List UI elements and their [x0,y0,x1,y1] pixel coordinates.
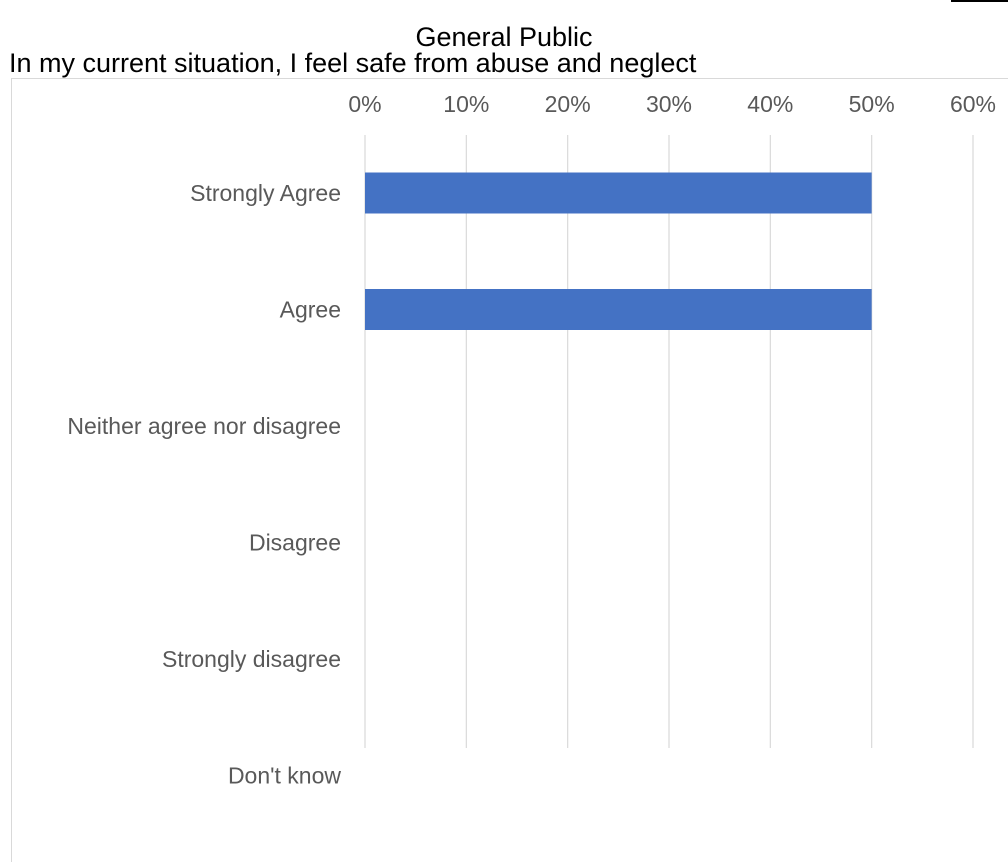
category-label: Don't know [228,763,341,789]
gridlines [364,135,974,748]
x-tick-label: 0% [348,91,381,117]
x-tick-label: 30% [646,91,692,117]
x-tick-label: 60% [950,91,996,117]
x-tick-label: 40% [747,91,793,117]
category-label: Neither agree nor disagree [67,413,341,439]
bar [365,172,872,214]
x-tick-label: 20% [545,91,591,117]
category-label: Strongly disagree [162,646,341,672]
x-tick-label: 50% [849,91,895,117]
chart-subtitle: In my current situation, I feel safe fro… [9,48,697,78]
category-label: Disagree [249,530,341,556]
chart-title: General Public [415,22,593,52]
category-label: Agree [280,297,341,323]
x-tick-label: 10% [443,91,489,117]
x-axis-ticks: 0% 10% 20% 30% 40% 50% 60% [348,91,996,117]
category-label: Strongly Agree [190,180,341,206]
y-axis-categories: Strongly Agree Agree Neither agree nor dis… [67,180,341,789]
bars [365,172,872,330]
corner-mark [951,0,1008,2]
plot-area-border [11,78,1008,862]
bar [365,289,872,330]
